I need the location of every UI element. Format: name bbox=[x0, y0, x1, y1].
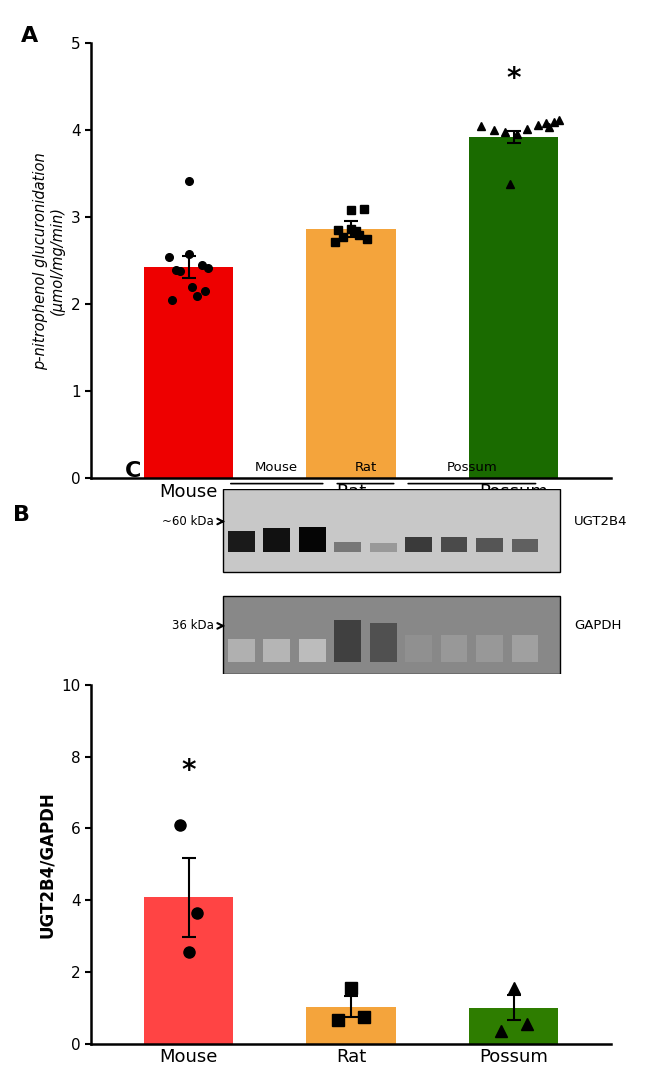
Text: Rat: Rat bbox=[354, 461, 376, 474]
Bar bbox=[224, 489, 560, 572]
Bar bbox=[299, 526, 326, 551]
Text: *: * bbox=[181, 758, 196, 785]
Bar bbox=[469, 1008, 558, 1044]
Text: Possum: Possum bbox=[447, 461, 497, 474]
Bar bbox=[335, 541, 361, 551]
Bar bbox=[263, 639, 290, 662]
Bar bbox=[441, 537, 467, 551]
Text: UGT2B4: UGT2B4 bbox=[575, 515, 628, 528]
Text: C: C bbox=[125, 461, 142, 482]
Bar bbox=[469, 137, 558, 478]
Text: B: B bbox=[13, 505, 30, 525]
Y-axis label: p-nitrophenol glucuronidation
(μmol/mg/min): p-nitrophenol glucuronidation (μmol/mg/m… bbox=[33, 152, 65, 370]
Text: GAPDH: GAPDH bbox=[575, 620, 621, 633]
Bar bbox=[406, 537, 432, 551]
Text: *: * bbox=[506, 65, 521, 93]
Bar bbox=[263, 528, 290, 551]
Bar bbox=[370, 624, 396, 662]
Bar bbox=[228, 639, 255, 662]
Text: Mouse: Mouse bbox=[255, 461, 298, 474]
Bar bbox=[144, 897, 233, 1044]
Bar bbox=[476, 635, 503, 662]
Bar bbox=[512, 539, 538, 551]
Bar bbox=[476, 538, 503, 551]
Text: A: A bbox=[21, 26, 38, 46]
Bar bbox=[335, 620, 361, 662]
Bar bbox=[512, 635, 538, 662]
Bar bbox=[370, 544, 396, 551]
Bar bbox=[306, 228, 396, 478]
Bar bbox=[406, 635, 432, 662]
Bar bbox=[441, 635, 467, 662]
Bar bbox=[299, 639, 326, 662]
Bar bbox=[144, 267, 233, 478]
Bar bbox=[306, 1007, 396, 1044]
Bar bbox=[224, 597, 560, 674]
Text: 36 kDa: 36 kDa bbox=[172, 620, 214, 633]
Bar bbox=[228, 530, 255, 551]
Text: ~60 kDa: ~60 kDa bbox=[162, 515, 214, 528]
Y-axis label: UGT2B4/GAPDH: UGT2B4/GAPDH bbox=[38, 790, 56, 938]
